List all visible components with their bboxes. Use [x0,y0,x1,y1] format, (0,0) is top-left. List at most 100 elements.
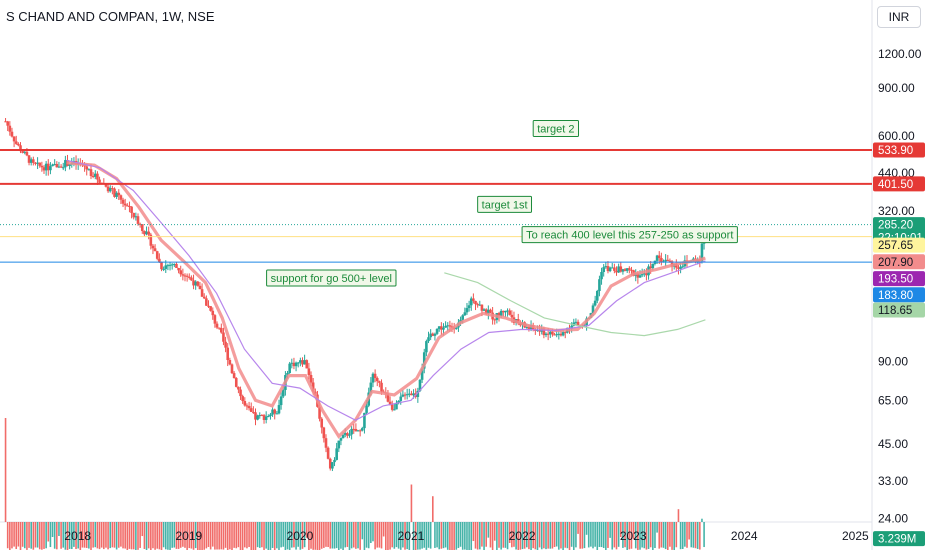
candle-body [563,332,567,334]
candle-body [273,409,277,414]
candle-body [335,448,338,460]
annotation-text: target 2 [537,124,574,136]
candle-body [6,121,9,126]
candle-body [130,206,133,213]
candle-body [119,195,123,200]
candle-body [555,334,558,336]
currency-selector[interactable]: INR [877,6,921,28]
time-axis[interactable]: 2018 2019 2020 2021 2022 2023 2024 2025 [64,529,869,543]
candle-body [200,289,204,297]
candle-body [128,206,131,208]
candle-body [256,415,259,420]
ma-line [66,161,706,439]
candle-body [194,281,197,286]
horizontal-lines [0,149,872,263]
candle-body [140,224,144,231]
candle-body [655,255,659,261]
candle-body [615,270,618,273]
candle-body [296,362,300,364]
y-tick-label: 1200.00 [878,47,922,61]
candle-body [551,331,554,335]
x-tick-label: 2025 [842,529,869,543]
candle-body [93,173,97,177]
candle-body [198,285,202,290]
candle-body [17,143,20,146]
candle-body [279,396,283,406]
candle-body [46,163,50,171]
candle-body [478,304,482,306]
candle-body [160,262,163,270]
candle-body [346,433,349,436]
candle-body [448,325,452,327]
candle-body [630,269,633,271]
volume-bars [4,418,705,550]
candle-body [352,428,356,430]
candle-body [40,165,44,168]
chart-title: S CHAND AND COMPAN, 1W, NSE [6,9,215,24]
price-badge-text: 401.50 [878,179,913,191]
candle-body [318,406,321,419]
candle-body [123,203,127,206]
candle-body [557,333,561,335]
candle-body [249,408,253,412]
candle-body [68,164,71,166]
candle-body [548,331,552,335]
candle-body [666,259,670,261]
candle-body [326,447,330,459]
candle-body [153,248,157,252]
price-axis[interactable]: 1200.00900.00600.00440.00320.0090.0065.0… [878,47,922,526]
candle-body [371,373,375,383]
candle-body [55,163,59,168]
candle-body [542,328,546,336]
candle-body [628,268,631,270]
candle-body [294,362,298,367]
candle-body [19,145,22,152]
candle-body [664,259,667,262]
candle-body [177,268,180,271]
candle-body [598,279,601,291]
candle-body [375,377,379,382]
candle-body [311,382,315,392]
candle-body [446,325,450,327]
candle-body [621,269,625,272]
candle-body [224,341,227,348]
candle-body [642,273,646,275]
candle-body [85,166,89,170]
candle-body [418,379,422,391]
candle-body [484,309,488,314]
candle-body [401,394,405,397]
candle-body [53,163,56,165]
grid-lines [0,0,873,550]
candle-body [561,332,565,336]
candle-body [98,179,101,183]
candle-body [42,167,46,171]
candle-body [363,412,366,429]
x-tick-label: 2020 [287,529,314,543]
candle-body [202,296,206,299]
price-badge-text: 3.239M [878,534,916,546]
candle-body [412,393,415,396]
annotation-box [532,120,580,138]
candle-body [168,264,172,266]
price-badge-text: 207.90 [878,257,913,269]
candle-body [429,333,432,338]
candle-body [461,315,465,320]
candle-body [44,163,48,171]
annotation: To reach 400 level this 257-250 as suppo… [521,226,738,244]
candle-body [463,312,467,316]
candle-body [322,427,326,439]
candle-body [388,401,392,405]
candle-body [660,258,663,263]
candle-body [51,164,54,167]
candle-body [281,389,285,397]
candle-body [700,243,704,262]
candle-body [668,260,672,262]
candle-body [187,276,191,278]
candle-body [380,382,383,392]
candle-body [207,305,210,307]
candle-body [179,270,183,275]
candle-body [145,231,148,235]
candle-body [136,216,140,224]
candle-body [348,434,351,436]
